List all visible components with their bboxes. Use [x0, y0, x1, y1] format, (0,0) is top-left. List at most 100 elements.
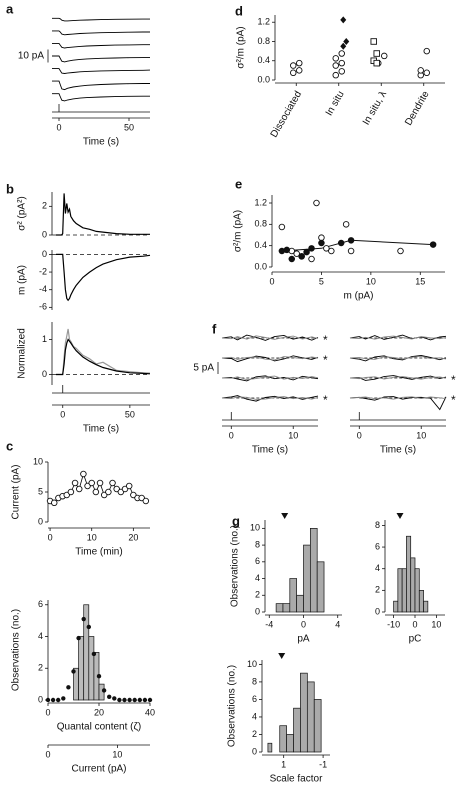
fit-point	[66, 685, 71, 690]
x2-tick-label: 0	[45, 749, 50, 759]
trace	[52, 55, 151, 63]
fit-point	[45, 697, 51, 703]
point	[338, 68, 346, 75]
x-axis-label: Scale factor	[270, 774, 323, 785]
y-tick-label: 0.0	[254, 261, 267, 271]
y-tick-label: 2	[252, 729, 257, 739]
point	[71, 479, 79, 487]
x-tick-label: -10	[387, 619, 400, 629]
point	[338, 50, 346, 57]
scale-bar-label: 5 pA	[193, 363, 214, 374]
arrowhead-marker	[281, 513, 289, 519]
y-axis-label: Observations (no.)	[11, 609, 22, 691]
x-tick-label: -1	[319, 759, 327, 769]
x-tick-label: 50	[125, 409, 135, 419]
y-tick-label: 6	[255, 556, 260, 566]
bar	[296, 594, 304, 613]
point	[323, 245, 330, 252]
point	[80, 470, 87, 478]
bar	[316, 561, 325, 613]
point	[337, 239, 345, 247]
bar	[267, 742, 273, 753]
y-tick-label: -2	[39, 266, 47, 276]
point	[278, 223, 286, 231]
bar	[397, 568, 403, 613]
line	[56, 193, 150, 236]
x-axis-label: pC	[409, 634, 422, 645]
trace	[221, 396, 319, 400]
y-axis-label: σ² (pA²)	[17, 196, 28, 231]
y-tick-label: 4	[375, 563, 380, 573]
point	[318, 239, 325, 247]
fit-point	[122, 697, 127, 703]
y-tick-label: 10	[250, 523, 260, 533]
point	[67, 488, 75, 496]
trace	[52, 80, 150, 91]
x-axis-label: Time (min)	[75, 547, 122, 558]
x-tick-label: 5	[319, 276, 324, 286]
bar	[300, 672, 308, 753]
point	[332, 55, 340, 62]
fit-line	[281, 239, 434, 252]
bar	[289, 578, 298, 613]
point	[417, 67, 425, 74]
annotation: *	[451, 373, 456, 387]
x2-axis-label: Current (pA)	[71, 764, 126, 775]
point	[340, 16, 347, 24]
bar	[78, 636, 85, 701]
bar	[418, 590, 424, 613]
annotation: *	[323, 393, 328, 407]
fit-point	[107, 694, 112, 700]
bar	[306, 681, 315, 753]
x-tick-label: -4	[265, 619, 273, 629]
point	[290, 69, 297, 77]
line	[56, 253, 151, 302]
point	[50, 499, 58, 507]
x-tick-label: 50	[124, 122, 134, 132]
bar	[293, 707, 301, 753]
bar	[309, 528, 318, 613]
trace	[52, 17, 150, 22]
y-tick-label: 4	[38, 631, 43, 641]
line	[56, 338, 151, 376]
x-tick-label: Dendrite	[403, 89, 432, 128]
x-tick-label: 10	[87, 532, 97, 542]
x-tick-label: Dissociated	[269, 89, 304, 139]
x-tick-label: 15	[415, 276, 425, 286]
y-tick-label: 0.0	[257, 74, 270, 84]
point	[373, 59, 381, 67]
x-tick-label: 0	[56, 122, 61, 132]
point	[318, 234, 325, 241]
x-tick-label: 10	[366, 276, 376, 286]
scale-bar-label: 10 pA	[18, 51, 44, 62]
x-tick-label: 0	[301, 619, 306, 629]
y-tick-label: 0	[252, 746, 257, 756]
y-axis-label: Normalized	[17, 328, 28, 379]
annotation: *	[451, 393, 456, 407]
bar	[313, 699, 322, 753]
y-tick-label: 5	[38, 486, 43, 496]
point	[342, 221, 350, 228]
y-tick-label: 4	[255, 573, 260, 583]
point	[288, 255, 296, 263]
stimulus-trace	[222, 412, 318, 421]
bar	[275, 603, 284, 613]
fit-point	[56, 697, 61, 703]
trace	[221, 375, 319, 381]
x-axis-label: m (pA)	[344, 291, 374, 302]
fit-point	[132, 697, 137, 703]
point	[92, 488, 100, 496]
point	[423, 69, 431, 77]
x-axis-label: Time (s)	[252, 445, 288, 456]
y-tick-label: 10	[33, 456, 43, 466]
y-tick-label: 1.2	[257, 17, 270, 27]
y-axis-label: Observations (no.)	[227, 665, 238, 747]
x-tick-label: 20	[94, 707, 104, 717]
y-tick-label: 6	[38, 599, 43, 609]
x-tick-label: In situ, λ	[361, 89, 389, 127]
arrowhead-marker	[278, 653, 286, 659]
point	[283, 246, 291, 254]
x-axis-label: Time (s)	[83, 424, 119, 435]
y-tick-label: 2	[375, 585, 380, 595]
panel-label: b	[6, 181, 14, 196]
